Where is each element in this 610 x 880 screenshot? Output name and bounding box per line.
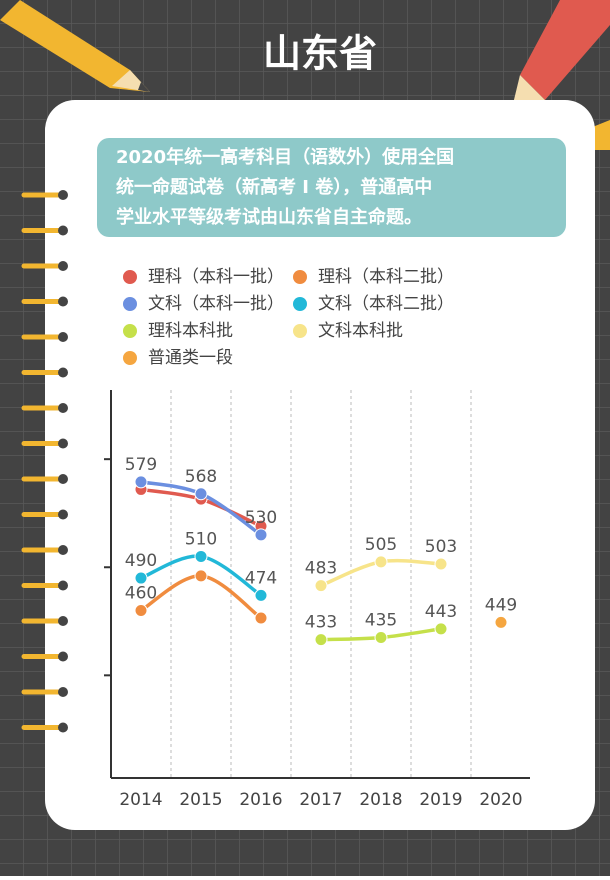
point	[434, 622, 448, 636]
value-label: 483	[305, 559, 337, 579]
ring-hole	[58, 545, 68, 555]
note-line: 学业水平等级考试由山东省自主命题。	[116, 206, 422, 228]
point	[134, 603, 148, 617]
value-label: 505	[365, 535, 397, 555]
value-label: 449	[485, 595, 517, 615]
point	[194, 549, 208, 563]
ring-hole	[58, 332, 68, 342]
legend-dot	[293, 297, 307, 311]
page-title: 山东省	[263, 32, 377, 76]
x-tick-label: 2018	[359, 790, 402, 810]
legend-dot	[293, 270, 307, 284]
value-label: 503	[425, 537, 457, 557]
legend-label: 普通类一段	[148, 348, 233, 368]
ring-hole	[58, 580, 68, 591]
note-box	[97, 138, 566, 237]
legend-label: 理科本科批	[148, 321, 233, 341]
ring-hole	[58, 296, 68, 307]
pencil-left	[0, 0, 150, 92]
legend-dot	[293, 324, 307, 338]
legend-label: 文科（本科二批）	[318, 294, 454, 314]
point	[374, 555, 388, 569]
point	[494, 615, 508, 629]
value-label: 435	[365, 610, 397, 630]
point	[434, 557, 448, 571]
ring-hole	[58, 367, 68, 378]
ring-hole	[58, 438, 68, 449]
point	[254, 528, 268, 542]
value-label: 443	[425, 602, 457, 622]
value-label: 490	[125, 551, 157, 571]
x-tick-label: 2017	[299, 790, 342, 810]
value-label: 568	[185, 467, 217, 487]
ring-hole	[58, 722, 68, 733]
point	[134, 475, 148, 489]
ring-hole	[58, 261, 68, 271]
ring-hole	[58, 190, 68, 200]
point	[194, 569, 208, 583]
x-tick-label: 2019	[419, 790, 462, 810]
legend-dot	[123, 351, 137, 365]
value-label: 433	[305, 613, 337, 633]
value-label: 579	[125, 455, 157, 475]
value-label: 460	[125, 583, 157, 603]
legend-dot	[123, 324, 137, 338]
point	[254, 588, 268, 602]
value-label: 530	[245, 508, 277, 528]
ring-hole	[58, 474, 68, 484]
point	[314, 579, 328, 593]
legend-label: 文科本科批	[318, 321, 403, 341]
x-tick-label: 2020	[479, 790, 522, 810]
point	[374, 630, 388, 644]
ring-hole	[58, 509, 68, 520]
point	[314, 633, 328, 647]
legend-label: 文科（本科一批）	[148, 294, 284, 314]
point	[194, 487, 208, 501]
value-label: 510	[185, 529, 217, 549]
legend-dot	[123, 270, 137, 284]
ring-hole	[58, 403, 68, 413]
x-tick-label: 2015	[179, 790, 222, 810]
note-line: 2020年统一高考科目（语数外）使用全国	[116, 146, 454, 168]
value-label: 474	[245, 568, 277, 588]
legend-dot	[123, 297, 137, 311]
spiral	[21, 190, 68, 733]
note-line: 统一命题试卷（新高考 I 卷），普通高中	[116, 176, 432, 198]
point	[134, 571, 148, 585]
point	[254, 611, 268, 625]
legend-label: 理科（本科一批）	[148, 267, 284, 287]
ring-hole	[58, 651, 68, 662]
x-tick-label: 2016	[239, 790, 282, 810]
x-tick-label: 2014	[119, 790, 162, 810]
ring-hole	[58, 225, 68, 236]
card	[45, 100, 595, 830]
ring-hole	[58, 687, 68, 697]
legend-label: 理科（本科二批）	[318, 267, 454, 287]
ring-hole	[58, 616, 68, 626]
